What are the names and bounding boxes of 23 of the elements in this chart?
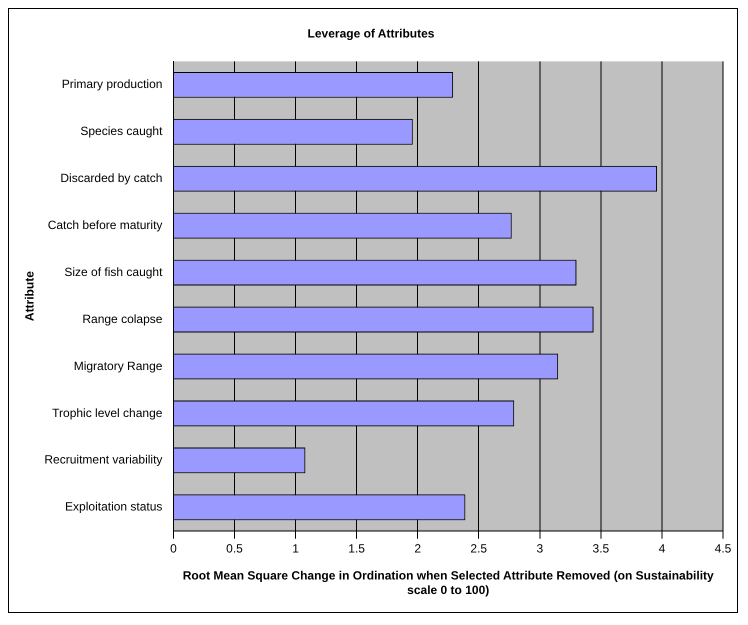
- x-tick-label: 3.5: [592, 541, 610, 556]
- y-tick-label: Trophic level change: [52, 406, 163, 420]
- x-tick-label: 4.5: [714, 541, 732, 556]
- y-axis-title: Attribute: [22, 270, 37, 322]
- x-tick-label: 2.5: [470, 541, 488, 556]
- y-tick-label: Exploitation status: [65, 500, 162, 514]
- y-tick-label: Primary production: [62, 77, 162, 92]
- x-tick-label: 4: [658, 541, 666, 556]
- x-tick-label: 2: [414, 541, 422, 556]
- y-tick-label: Species caught: [80, 124, 164, 138]
- x-tick-label: 3: [536, 541, 544, 556]
- y-tick-label: Range colapse: [82, 312, 163, 326]
- chart-title: Leverage of Attributes: [308, 26, 435, 41]
- x-tick-label: 0.5: [226, 541, 244, 556]
- x-tick-label: 0: [170, 541, 178, 556]
- y-tick-label: Recruitment variability: [44, 452, 162, 467]
- y-tick-label: Discarded by catch: [60, 171, 162, 186]
- y-tick-label: Catch before maturity: [48, 218, 162, 232]
- y-tick-label: Size of fish caught: [64, 264, 164, 279]
- x-tick-label: 1.5: [348, 541, 366, 556]
- x-axis-title: Root Mean Square Change in Ordination when Selected Attribute Removed (on Sustainability scale 0 to 100): [182, 568, 714, 598]
- x-tick-label: 1: [292, 541, 300, 556]
- y-tick-label: Migratory Range: [74, 358, 163, 373]
